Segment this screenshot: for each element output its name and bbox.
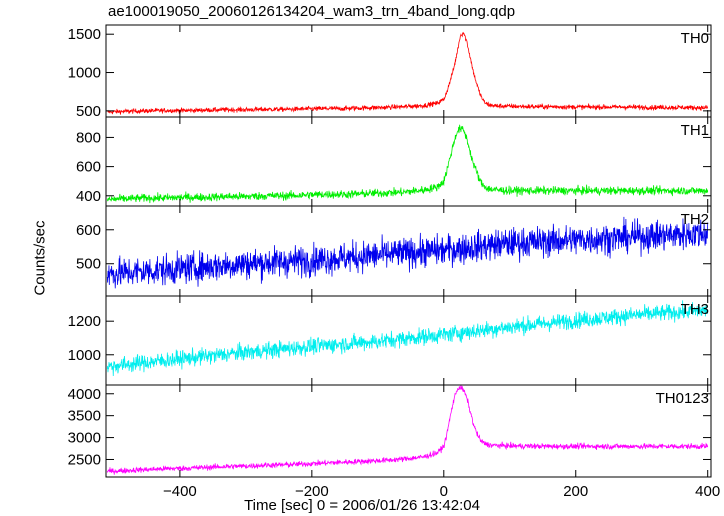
x-tick-label--200: −200 [295, 483, 329, 500]
panel-label-th2: TH2 [681, 211, 709, 228]
x-tick-label-0: 0 [440, 483, 448, 500]
panel-label-th0123: TH0123 [656, 390, 709, 407]
y-tick-label-th1-800: 800 [76, 129, 101, 146]
chart-title: ae100019050_20060126134204_wam3_trn_4ban… [108, 3, 516, 20]
series-line-th2 [106, 216, 709, 289]
y-tick-label-th1-400: 400 [76, 188, 101, 205]
panel-label-th0: TH0 [681, 30, 709, 47]
series-line-th0123 [106, 385, 709, 475]
y-tick-label-th0-1000: 1000 [68, 65, 101, 82]
x-tick-label-400: 400 [695, 483, 720, 500]
y-tick-label-th0-500: 500 [76, 103, 101, 120]
x-tick-label-200: 200 [563, 483, 588, 500]
y-tick-label-th0123-3500: 3500 [68, 408, 101, 425]
series-line-th0 [107, 31, 709, 115]
panel-label-th1: TH1 [681, 122, 709, 139]
panel-frame-th3 [105, 295, 712, 386]
series-line-th1 [106, 124, 709, 204]
y-tick-label-th0-1500: 1500 [68, 26, 101, 43]
y-tick-label-th1-600: 600 [76, 159, 101, 176]
y-tick-label-th0123-4000: 4000 [68, 386, 101, 403]
panel-frame-th0123 [105, 384, 712, 478]
y-tick-label-th2-600: 600 [76, 222, 101, 239]
panel-frame-th0 [105, 24, 712, 118]
y-tick-label-th3-1000: 1000 [68, 347, 101, 364]
y-tick-label-th0123-3000: 3000 [68, 430, 101, 447]
y-tick-label-th3-1200: 1200 [68, 313, 101, 330]
x-axis-label: Time [sec] 0 = 2006/01/26 13:42:04 [244, 497, 480, 514]
y-tick-label-th2-500: 500 [76, 256, 101, 273]
y-tick-label-th0123-2500: 2500 [68, 451, 101, 468]
y-axis-label: Counts/sec [31, 220, 49, 296]
x-tick-label--400: −400 [163, 483, 197, 500]
series-line-th3 [106, 300, 709, 376]
panel-label-th3: TH3 [681, 301, 709, 318]
